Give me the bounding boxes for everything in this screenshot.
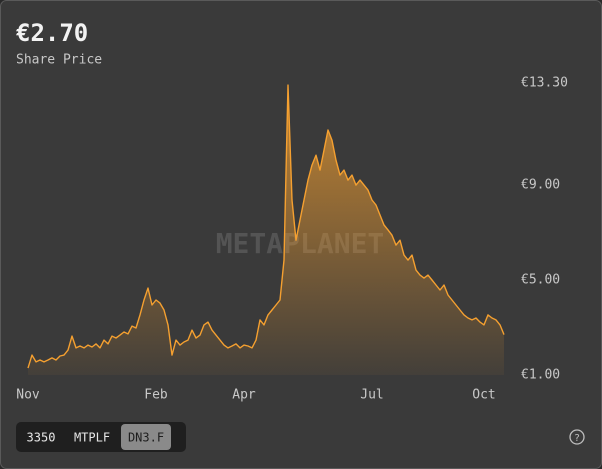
help-circle [569, 429, 585, 445]
tab[interactable]: MTPLF [74, 431, 110, 445]
tab-selected-bg [121, 424, 171, 450]
y-tick-label: €13.30 [521, 76, 568, 91]
help-icon[interactable]: ? [574, 433, 580, 444]
subtitle: Share Price [16, 53, 102, 68]
x-tick-label: Oct [472, 388, 495, 403]
price-line [27, 84, 505, 369]
price: €2.70 [16, 19, 88, 47]
y-tick-label: €9.00 [521, 178, 560, 193]
tab[interactable]: DN3.F [128, 431, 164, 445]
y-tick-label: €1.00 [521, 368, 560, 383]
price-area [28, 85, 504, 375]
x-tick-label: Apr [232, 388, 256, 403]
x-tick-label: Feb [144, 388, 168, 403]
y-tick-label: €5.00 [521, 273, 560, 288]
x-tick-label: Nov [16, 388, 40, 403]
x-tick-label: Jul [360, 388, 383, 403]
tab[interactable]: 3350 [27, 431, 56, 445]
